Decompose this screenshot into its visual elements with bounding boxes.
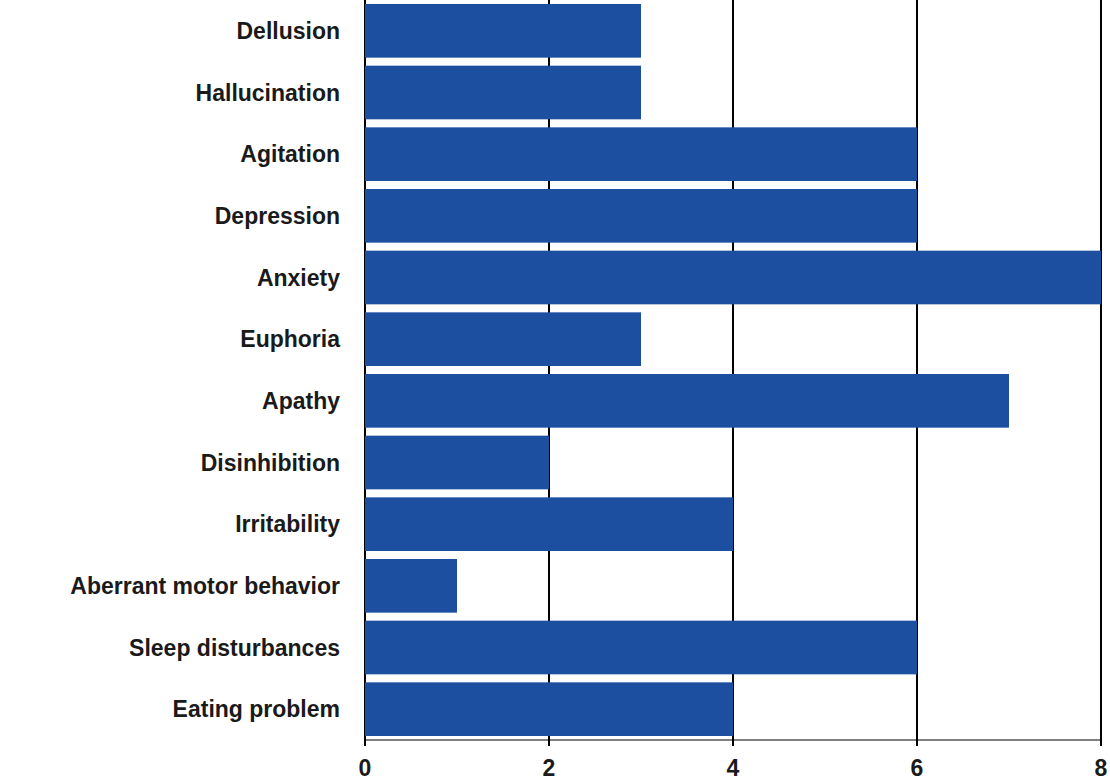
bar	[365, 559, 457, 613]
category-label: Anxiety	[257, 265, 340, 291]
category-label: Aberrant motor behavior	[70, 573, 340, 599]
chart-svg: 0 2 4 6 8 Dellusion Hallucination Agitation Depr…	[0, 0, 1110, 780]
bar	[365, 621, 917, 675]
tick-mark	[732, 740, 734, 746]
bar	[365, 497, 733, 551]
bar	[365, 436, 549, 490]
category-label: Depression	[215, 203, 340, 229]
bar	[365, 682, 733, 736]
tick-mark	[1100, 740, 1102, 746]
bar	[365, 189, 917, 243]
category-label: Disinhibition	[201, 450, 340, 476]
category-label: Irritability	[235, 511, 340, 537]
category-label: Euphoria	[240, 326, 340, 352]
tick-label: 0	[359, 755, 372, 780]
category-label: Hallucination	[196, 80, 340, 106]
tick-label: 8	[1095, 755, 1108, 780]
bar	[365, 4, 641, 58]
tick-mark	[548, 740, 550, 746]
tick-label: 4	[727, 755, 740, 780]
category-label: Sleep disturbances	[129, 635, 340, 661]
tick-mark	[364, 740, 366, 746]
category-label: Apathy	[262, 388, 340, 414]
bar	[365, 312, 641, 366]
grid-line	[1100, 0, 1102, 740]
tick-label: 2	[543, 755, 556, 780]
chart-container: 0 2 4 6 8 Dellusion Hallucination Agitation Depr…	[0, 0, 1110, 780]
bar	[365, 251, 1101, 305]
bar	[365, 127, 917, 181]
bars	[365, 4, 1101, 736]
category-label: Dellusion	[236, 18, 340, 44]
tick-mark	[916, 740, 918, 746]
bar	[365, 374, 1009, 428]
category-label: Eating problem	[173, 696, 340, 722]
bar	[365, 66, 641, 120]
tick-label: 6	[911, 755, 924, 780]
category-label: Agitation	[240, 141, 340, 167]
x-axis-line	[365, 740, 1101, 741]
